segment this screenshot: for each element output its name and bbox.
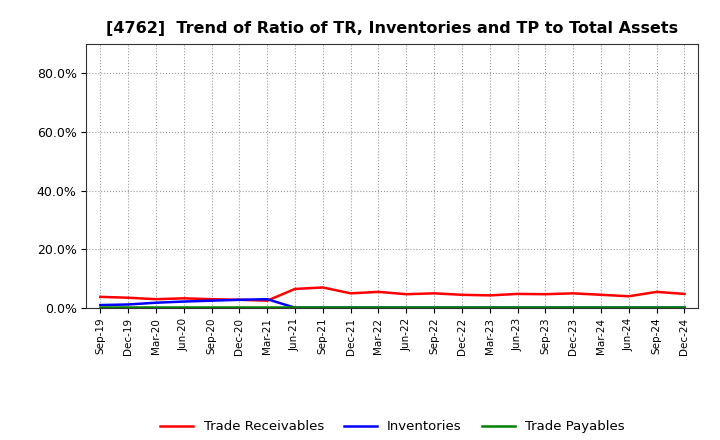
Trade Payables bbox=[346, 305, 355, 310]
Trade Receivables bbox=[346, 291, 355, 296]
Inventories bbox=[430, 305, 438, 310]
Inventories bbox=[485, 305, 494, 310]
Trade Payables bbox=[541, 305, 550, 310]
Trade Payables bbox=[652, 305, 661, 310]
Title: [4762]  Trend of Ratio of TR, Inventories and TP to Total Assets: [4762] Trend of Ratio of TR, Inventories… bbox=[107, 21, 678, 36]
Trade Payables bbox=[485, 305, 494, 310]
Inventories bbox=[680, 305, 689, 310]
Inventories bbox=[207, 298, 216, 303]
Inventories bbox=[318, 305, 327, 310]
Inventories bbox=[124, 302, 132, 307]
Trade Payables bbox=[458, 305, 467, 310]
Trade Receivables bbox=[318, 285, 327, 290]
Inventories bbox=[458, 305, 467, 310]
Trade Payables bbox=[124, 305, 132, 310]
Trade Receivables bbox=[458, 292, 467, 297]
Trade Payables bbox=[430, 305, 438, 310]
Trade Payables bbox=[152, 305, 161, 310]
Trade Payables bbox=[402, 305, 410, 310]
Trade Receivables bbox=[96, 294, 104, 300]
Trade Payables bbox=[680, 305, 689, 310]
Inventories bbox=[374, 305, 383, 310]
Trade Receivables bbox=[569, 291, 577, 296]
Inventories bbox=[263, 297, 271, 302]
Trade Receivables bbox=[652, 289, 661, 294]
Inventories bbox=[541, 305, 550, 310]
Trade Receivables bbox=[680, 291, 689, 297]
Trade Receivables bbox=[513, 291, 522, 297]
Trade Receivables bbox=[597, 292, 606, 297]
Trade Payables bbox=[318, 305, 327, 310]
Trade Payables bbox=[513, 305, 522, 310]
Trade Payables bbox=[291, 305, 300, 310]
Inventories bbox=[96, 302, 104, 308]
Trade Receivables bbox=[541, 292, 550, 297]
Trade Receivables bbox=[624, 293, 633, 299]
Inventories bbox=[513, 305, 522, 310]
Inventories bbox=[152, 300, 161, 305]
Trade Payables bbox=[179, 305, 188, 310]
Trade Receivables bbox=[179, 296, 188, 301]
Inventories bbox=[235, 297, 243, 302]
Trade Receivables bbox=[152, 297, 161, 302]
Trade Payables bbox=[624, 305, 633, 310]
Inventories bbox=[179, 299, 188, 304]
Trade Receivables bbox=[485, 293, 494, 298]
Trade Payables bbox=[263, 305, 271, 310]
Line: Inventories: Inventories bbox=[100, 299, 685, 308]
Inventories bbox=[291, 305, 300, 310]
Inventories bbox=[624, 305, 633, 310]
Trade Receivables bbox=[374, 289, 383, 294]
Inventories bbox=[402, 305, 410, 310]
Trade Payables bbox=[235, 305, 243, 310]
Trade Payables bbox=[207, 305, 216, 310]
Trade Receivables bbox=[263, 298, 271, 303]
Trade Receivables bbox=[124, 295, 132, 301]
Inventories bbox=[597, 305, 606, 310]
Trade Receivables bbox=[430, 291, 438, 296]
Line: Trade Receivables: Trade Receivables bbox=[100, 287, 685, 301]
Trade Receivables bbox=[235, 297, 243, 302]
Trade Receivables bbox=[402, 292, 410, 297]
Inventories bbox=[346, 305, 355, 310]
Legend: Trade Receivables, Inventories, Trade Payables: Trade Receivables, Inventories, Trade Pa… bbox=[155, 415, 630, 439]
Trade Payables bbox=[569, 305, 577, 310]
Trade Payables bbox=[597, 305, 606, 310]
Trade Receivables bbox=[207, 297, 216, 302]
Inventories bbox=[569, 305, 577, 310]
Inventories bbox=[652, 305, 661, 310]
Trade Payables bbox=[96, 305, 104, 310]
Trade Payables bbox=[374, 305, 383, 310]
Trade Receivables bbox=[291, 286, 300, 292]
